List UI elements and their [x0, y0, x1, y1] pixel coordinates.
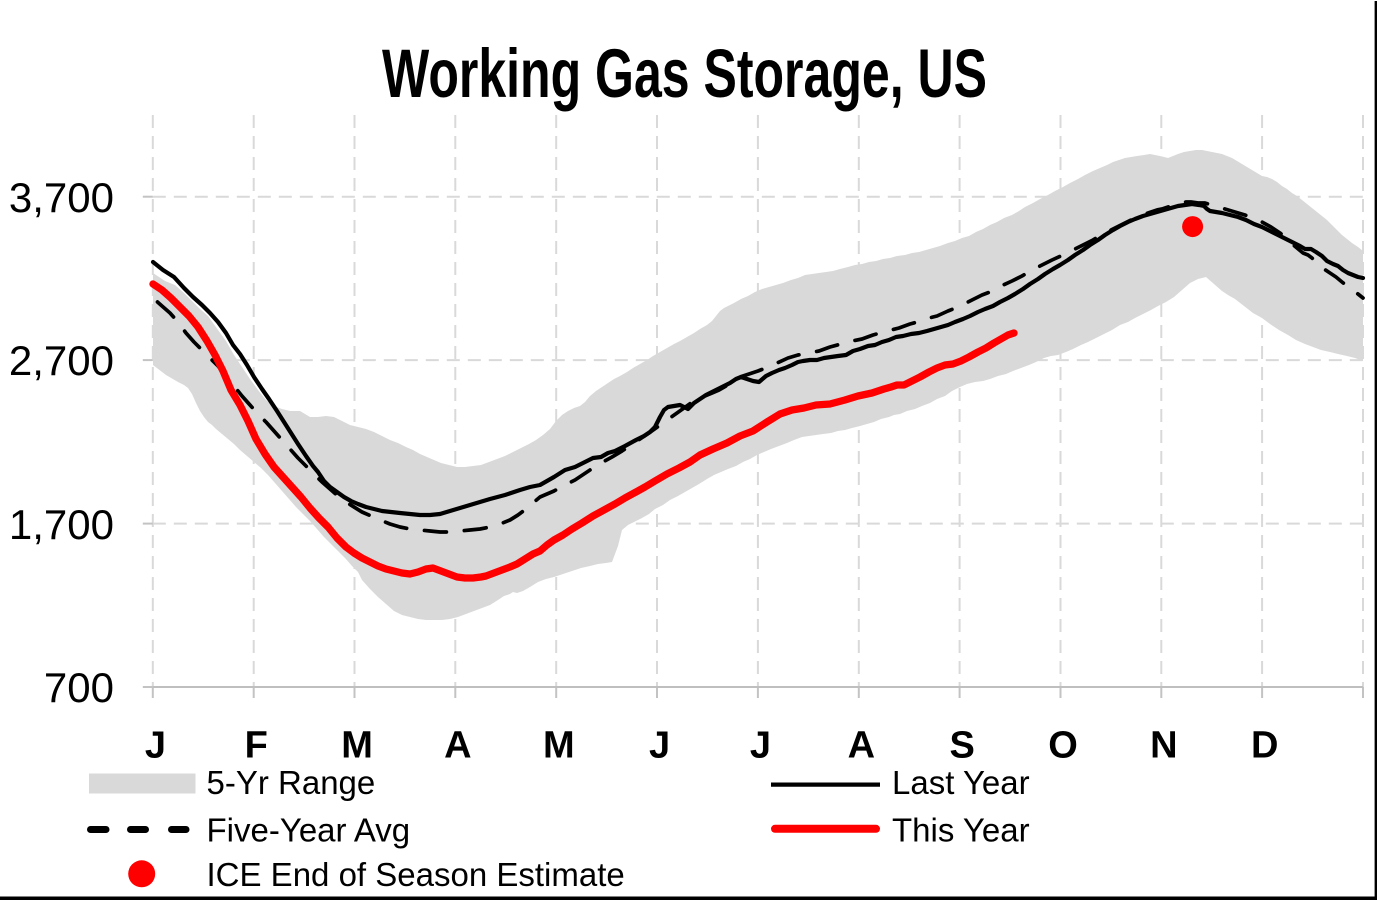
svg-text:Working Gas Storage, US: Working Gas Storage, US: [382, 34, 987, 112]
svg-text:S: S: [950, 725, 975, 767]
svg-text:J: J: [145, 725, 166, 767]
svg-text:M: M: [543, 725, 575, 767]
svg-text:A: A: [848, 725, 875, 767]
svg-text:1,700: 1,700: [9, 501, 114, 548]
svg-text:ICE End of Season Estimate: ICE End of Season Estimate: [207, 856, 625, 893]
svg-text:Five-Year Avg: Five-Year Avg: [207, 812, 411, 849]
svg-text:F: F: [245, 725, 268, 767]
svg-text:This Year: This Year: [892, 812, 1030, 849]
svg-text:D: D: [1251, 725, 1278, 767]
svg-text:J: J: [750, 725, 771, 767]
svg-text:O: O: [1048, 725, 1078, 767]
svg-text:Last Year: Last Year: [892, 764, 1030, 801]
svg-text:5-Yr Range: 5-Yr Range: [207, 764, 376, 801]
svg-text:M: M: [341, 725, 373, 767]
svg-text:700: 700: [44, 664, 114, 711]
svg-text:3,700: 3,700: [9, 174, 114, 221]
svg-text:2,700: 2,700: [9, 337, 114, 384]
svg-text:J: J: [649, 725, 670, 767]
svg-text:A: A: [444, 725, 471, 767]
svg-text:N: N: [1150, 725, 1177, 767]
